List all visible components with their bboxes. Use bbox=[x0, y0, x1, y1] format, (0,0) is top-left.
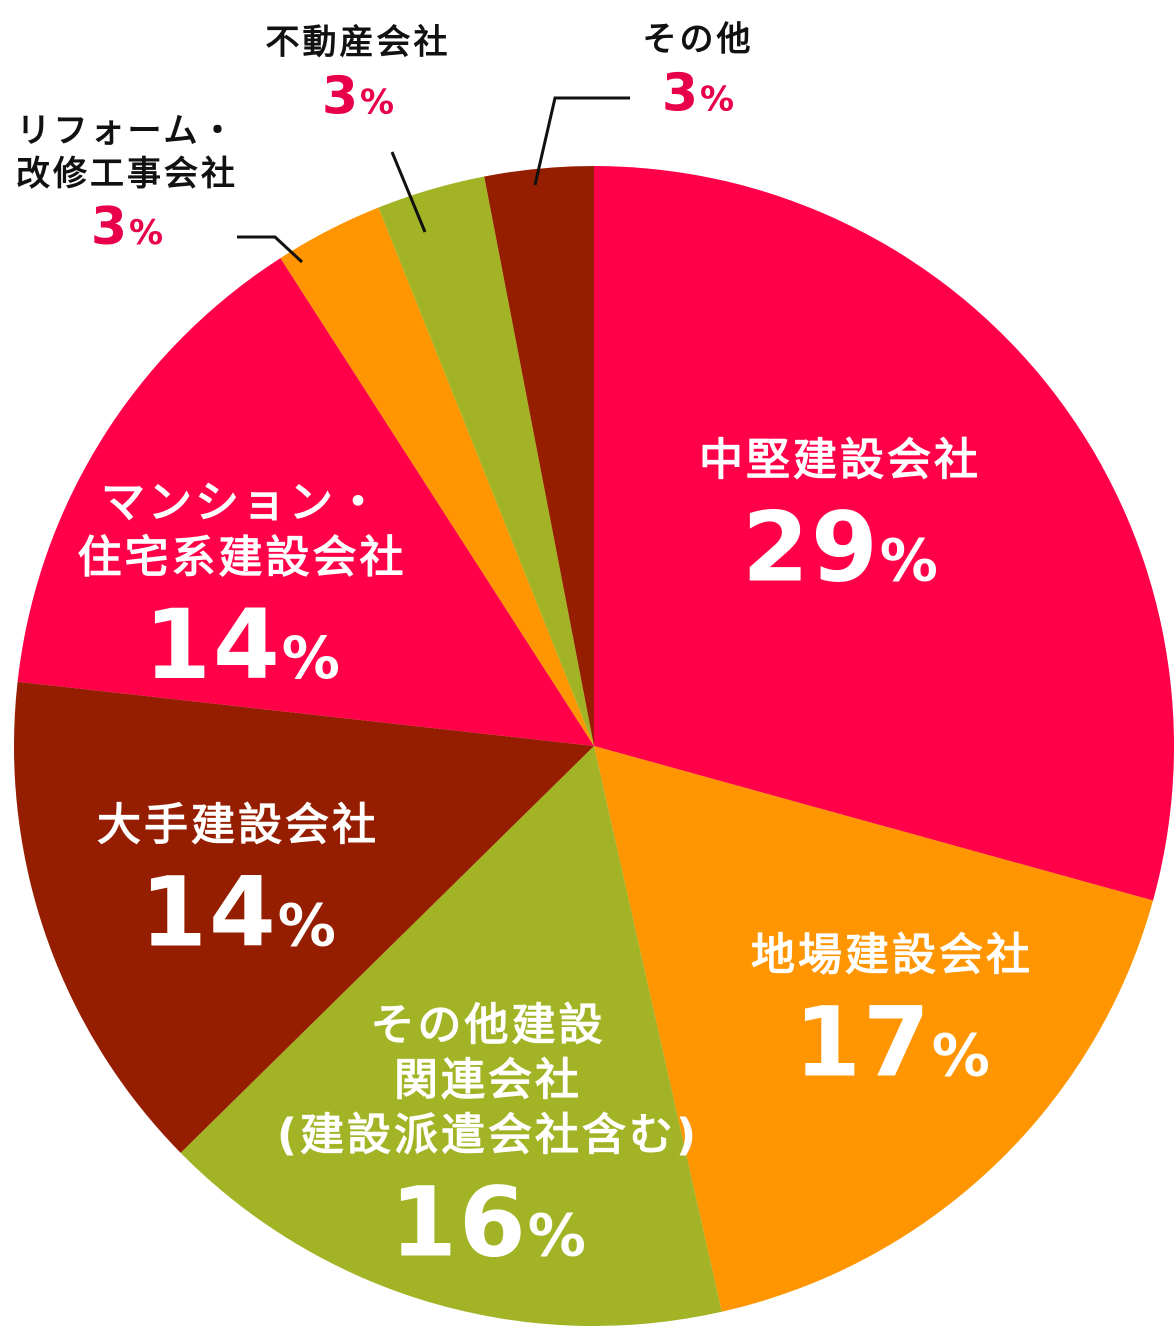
label-sonota-name: その他 bbox=[642, 19, 754, 60]
label-reform-sign: % bbox=[129, 213, 164, 253]
label-ote-name: 大手建設会社 bbox=[97, 799, 379, 851]
leader-lines bbox=[237, 96, 630, 264]
label-fudosan-value: 3 bbox=[321, 65, 361, 126]
label-reform-line1: リフォーム・ bbox=[16, 111, 238, 151]
label-other-construction-sign: % bbox=[527, 1201, 586, 1270]
pie-slice-4 bbox=[17, 258, 595, 746]
label-reform-line2: 改修工事会社 bbox=[16, 153, 238, 194]
label-other-construction-line3: (建設派遣会社含む) bbox=[276, 1109, 700, 1161]
pie-slices bbox=[13, 166, 1174, 1326]
leader-line-fudosan bbox=[390, 151, 427, 233]
pie-slice-7 bbox=[484, 166, 594, 746]
label-fudosan-name: 不動産会社 bbox=[265, 22, 451, 63]
leader-line-reform bbox=[237, 235, 304, 264]
label-sonota-value: 3 bbox=[661, 62, 701, 123]
label-mansion-sign: % bbox=[281, 624, 340, 692]
label-reform-value: 3 bbox=[90, 197, 130, 257]
label-mansion-line1: マンション・ bbox=[101, 477, 383, 528]
label-ote-sign: % bbox=[277, 891, 336, 960]
label-mansion-value: 14 bbox=[144, 589, 282, 701]
label-ote: 大手建設会社 14% bbox=[97, 798, 379, 973]
label-chuken-name: 中堅建設会社 bbox=[699, 434, 981, 486]
label-ote-value: 14 bbox=[140, 856, 278, 969]
pie-slice-5 bbox=[280, 207, 594, 746]
pie-slice-1 bbox=[594, 746, 1154, 1312]
label-jiba-sign: % bbox=[931, 1021, 990, 1090]
label-sonota-sign: % bbox=[700, 78, 735, 119]
label-reform: リフォーム・ 改修工事会社 3% bbox=[16, 110, 238, 260]
label-jiba-name: 地場建設会社 bbox=[751, 929, 1033, 981]
label-mansion-line2: 住宅系建設会社 bbox=[77, 532, 407, 583]
leader-line-sonota bbox=[533, 96, 630, 186]
pie-slice-2 bbox=[180, 746, 722, 1326]
label-jiba-value: 17 bbox=[794, 986, 932, 1099]
label-other-construction-value: 16 bbox=[390, 1166, 528, 1279]
label-other-construction: その他建設 関連会社 (建設派遣会社含む) 16% bbox=[277, 998, 699, 1283]
label-fudosan-sign: % bbox=[360, 81, 395, 122]
label-chuken: 中堅建設会社 29% bbox=[699, 433, 981, 608]
pie-slice-0 bbox=[594, 166, 1174, 901]
label-other-construction-line1: その他建設 bbox=[370, 999, 606, 1051]
label-chuken-sign: % bbox=[879, 526, 938, 595]
label-fudosan: 不動産会社 3% bbox=[266, 21, 451, 129]
label-other-construction-line2: 関連会社 bbox=[394, 1054, 582, 1106]
label-sonota: その他 3% bbox=[643, 18, 754, 126]
label-mansion: マンション・ 住宅系建設会社 14% bbox=[78, 475, 407, 705]
pie-slice-3 bbox=[13, 681, 594, 1153]
label-chuken-value: 29 bbox=[742, 491, 880, 604]
label-jiba: 地場建設会社 17% bbox=[751, 928, 1033, 1103]
pie-slice-6 bbox=[378, 176, 594, 747]
